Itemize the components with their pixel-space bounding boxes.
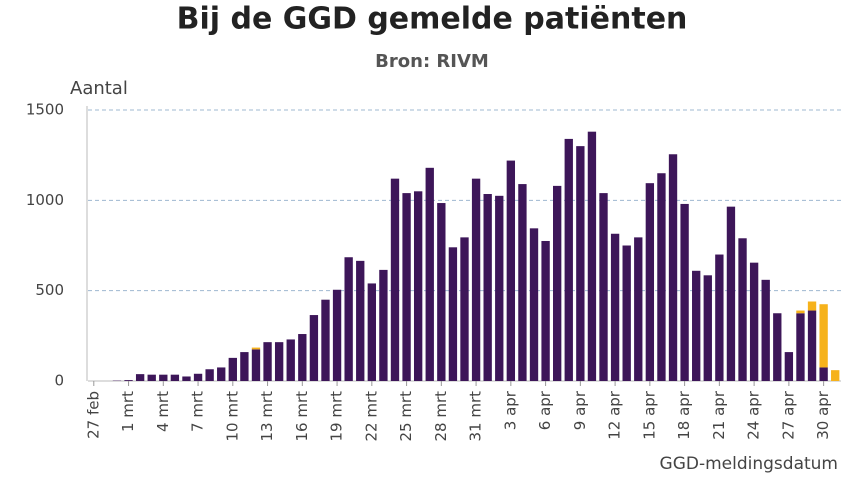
bar — [529, 228, 539, 381]
bar — [715, 254, 724, 381]
bar — [483, 194, 492, 381]
bar — [784, 352, 794, 381]
bar — [726, 206, 736, 381]
bar — [321, 299, 330, 381]
x-tick-label: 27 feb — [84, 391, 102, 439]
x-tick-label: 3 apr — [501, 390, 519, 430]
bar — [228, 357, 237, 381]
bar — [576, 146, 585, 381]
y-tick-label: 0 — [54, 372, 64, 390]
bar — [831, 370, 840, 381]
bar — [390, 178, 400, 381]
bar — [761, 279, 770, 381]
bar — [182, 376, 191, 381]
bar — [796, 313, 805, 381]
x-tick-label: 12 apr — [606, 390, 624, 440]
bar — [587, 131, 597, 381]
x-tick-label: 6 apr — [536, 390, 554, 430]
y-tick-label: 500 — [35, 281, 64, 299]
bar — [263, 342, 272, 381]
bar — [135, 374, 145, 381]
bar — [356, 260, 365, 381]
y-axis-label: Aantal — [70, 78, 128, 99]
x-tick-label: 22 mrt — [362, 391, 380, 442]
bar — [518, 184, 527, 381]
bar — [274, 342, 284, 381]
bar — [286, 339, 295, 381]
bar — [448, 247, 458, 381]
bar — [634, 237, 643, 381]
chart-title: Bij de GGD gemelde patiënten — [177, 2, 688, 37]
x-tick-label: 24 apr — [745, 390, 763, 440]
x-tick-label: 28 mrt — [432, 391, 450, 442]
x-tick-label: 4 mrt — [154, 391, 172, 432]
bar — [819, 304, 828, 368]
bar — [170, 374, 180, 381]
bar — [205, 369, 214, 381]
bar — [193, 373, 203, 381]
x-tick-label: 10 mrt — [223, 391, 241, 442]
bar — [367, 283, 376, 381]
bar — [819, 367, 828, 381]
x-tick-label: 1 mrt — [119, 391, 137, 432]
bar — [251, 349, 261, 381]
bar — [217, 367, 226, 381]
bar — [460, 237, 469, 381]
bar — [599, 193, 608, 381]
bar — [298, 334, 307, 381]
y-tick-label: 1000 — [26, 191, 64, 209]
bar — [159, 374, 168, 381]
bar — [807, 301, 817, 311]
bar — [645, 183, 655, 381]
x-tick-label: 31 mrt — [467, 391, 485, 442]
x-tick-label: 9 apr — [571, 390, 589, 430]
x-tick-label: 18 apr — [675, 390, 693, 440]
bar — [610, 233, 620, 381]
x-tick-label: 27 apr — [779, 390, 797, 440]
y-tick-label: 1500 — [26, 101, 64, 119]
x-tick-label: 19 mrt — [328, 391, 346, 442]
x-tick-label: 15 apr — [640, 390, 658, 440]
chart-subtitle: Bron: RIVM — [375, 51, 489, 72]
bar — [147, 374, 156, 381]
bar — [796, 310, 805, 314]
x-tick-label: 7 mrt — [189, 391, 207, 432]
bar — [240, 352, 249, 381]
x-tick-label: 16 mrt — [293, 391, 311, 442]
bar — [622, 245, 631, 381]
bar — [506, 160, 516, 381]
bar — [344, 257, 353, 381]
bar — [738, 238, 747, 381]
bar — [749, 262, 759, 381]
bar — [251, 347, 261, 350]
bar — [413, 191, 423, 381]
bar — [402, 193, 411, 381]
bar — [425, 167, 434, 381]
bar — [495, 195, 504, 381]
x-tick-label: 30 apr — [814, 390, 832, 440]
bar — [332, 289, 342, 381]
bar — [657, 173, 666, 381]
bar — [703, 275, 712, 381]
bar — [692, 270, 701, 381]
bar — [471, 178, 481, 381]
bar — [773, 313, 782, 381]
bar — [124, 380, 133, 381]
x-tick-label: 25 mrt — [397, 391, 415, 442]
bar — [437, 203, 446, 381]
bar — [564, 138, 573, 381]
bar — [680, 203, 689, 381]
bar — [541, 240, 550, 381]
x-axis-label: GGD-meldingsdatum — [660, 454, 838, 474]
x-tick-label: 13 mrt — [258, 391, 276, 442]
bar — [668, 154, 678, 381]
x-tick-label: 21 apr — [710, 390, 728, 440]
bar — [379, 269, 388, 381]
bar — [309, 315, 319, 381]
bar — [807, 310, 817, 381]
bar — [553, 185, 562, 381]
